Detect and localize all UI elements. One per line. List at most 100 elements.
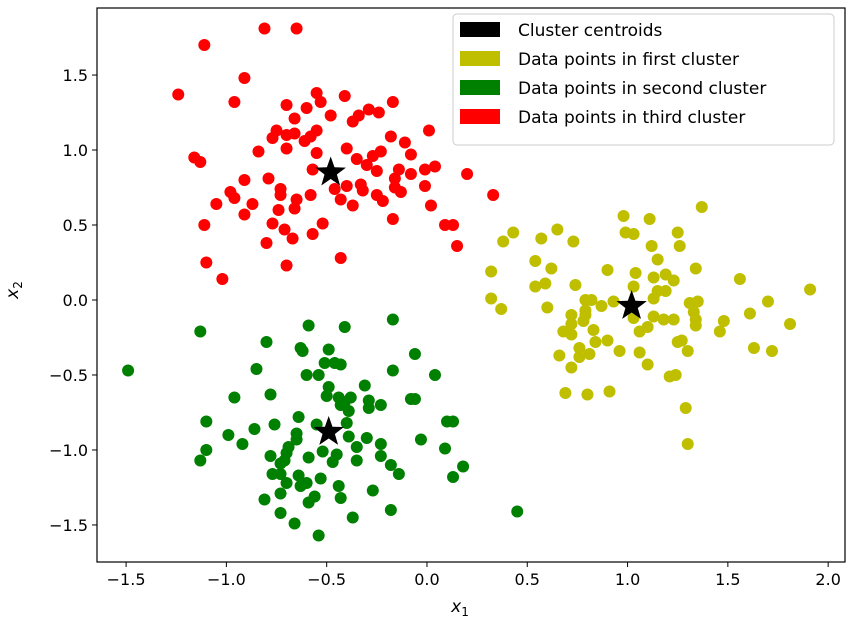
data-point	[194, 454, 207, 467]
data-point	[374, 145, 387, 158]
data-point	[603, 385, 616, 398]
x-tick-label: −1.0	[207, 570, 246, 589]
data-point	[447, 415, 460, 428]
y-axis-label: x2	[3, 281, 25, 300]
y-tick-label: −1.5	[49, 516, 88, 535]
data-point	[332, 479, 345, 492]
data-point	[647, 310, 660, 323]
data-point	[304, 189, 317, 202]
data-point	[394, 186, 407, 199]
data-point	[689, 319, 702, 332]
data-point	[424, 199, 437, 212]
data-point	[350, 454, 363, 467]
data-point	[288, 112, 301, 125]
legend-label: Data points in second cluster	[518, 79, 766, 99]
data-point	[260, 237, 273, 250]
data-point	[784, 317, 797, 330]
data-point	[487, 189, 500, 202]
data-point	[681, 437, 694, 450]
data-point	[733, 273, 746, 286]
data-point	[360, 431, 373, 444]
data-point	[288, 127, 301, 140]
data-point	[386, 313, 399, 326]
data-point	[529, 255, 542, 268]
data-point	[374, 449, 387, 462]
data-point	[601, 334, 614, 347]
x-tick-label: −0.5	[307, 570, 346, 589]
data-point	[565, 328, 578, 341]
data-point	[288, 517, 301, 530]
centroid-star	[616, 290, 647, 319]
data-point	[262, 172, 275, 185]
points-layer	[122, 22, 817, 542]
x-axis: −1.5 −1.0 −0.5 0.0 0.5 1.0 1.5 2.0	[107, 562, 841, 589]
data-point	[292, 410, 305, 423]
data-point	[374, 437, 387, 450]
data-point	[675, 334, 688, 347]
data-point	[495, 302, 508, 315]
data-point	[272, 204, 285, 217]
data-point	[316, 445, 329, 458]
y-axis: −1.5 −1.0 −0.5 0.0 0.5 1.0 1.5	[49, 66, 97, 535]
data-point	[747, 341, 760, 354]
data-point	[338, 320, 351, 333]
data-point	[765, 344, 778, 357]
data-point	[342, 404, 355, 417]
data-point	[485, 265, 498, 278]
y-tick-label: 0.5	[63, 216, 88, 235]
data-point	[428, 368, 441, 381]
data-point	[280, 142, 293, 155]
data-point	[386, 364, 399, 377]
data-point	[645, 240, 658, 253]
data-point	[627, 280, 640, 293]
data-point	[583, 347, 596, 360]
y-tick-label: 1.0	[63, 141, 88, 160]
data-point	[573, 341, 586, 354]
legend-swatch	[460, 109, 500, 124]
data-point	[366, 484, 379, 497]
data-point	[266, 217, 279, 230]
plot-frame	[96, 7, 846, 563]
data-point	[360, 159, 373, 172]
data-point	[228, 96, 241, 109]
data-point	[388, 172, 401, 185]
data-point	[324, 109, 337, 122]
data-point	[274, 506, 287, 519]
data-point	[713, 325, 726, 338]
data-point	[691, 295, 704, 308]
data-point	[274, 457, 287, 470]
data-point	[194, 156, 207, 169]
y-tick-label: −0.5	[49, 366, 88, 385]
data-point	[200, 256, 213, 269]
data-point	[607, 295, 620, 308]
data-point	[689, 262, 702, 275]
data-point	[370, 165, 383, 178]
data-point	[669, 368, 682, 381]
data-point	[246, 198, 259, 211]
data-point	[280, 99, 293, 112]
legend: Cluster centroids Data points in first cl…	[452, 13, 835, 146]
data-point	[306, 163, 319, 176]
data-point	[589, 335, 602, 348]
data-point	[340, 180, 353, 193]
data-point	[507, 226, 520, 239]
data-point	[398, 136, 411, 149]
data-point	[362, 103, 375, 116]
data-point	[804, 283, 817, 296]
data-point	[601, 264, 614, 277]
data-point	[633, 346, 646, 359]
data-point	[312, 368, 325, 381]
legend-frame	[452, 13, 835, 146]
data-point	[274, 189, 287, 202]
data-point	[340, 142, 353, 155]
data-point	[346, 115, 359, 128]
data-point	[451, 240, 464, 253]
data-point	[346, 199, 359, 212]
data-point	[497, 235, 510, 248]
x-tick-label: 0.5	[515, 570, 540, 589]
data-point	[310, 87, 323, 100]
data-point	[290, 193, 303, 206]
x-tick-label: 2.0	[815, 570, 840, 589]
data-point	[539, 277, 552, 290]
legend-label: Cluster centroids	[518, 21, 663, 41]
